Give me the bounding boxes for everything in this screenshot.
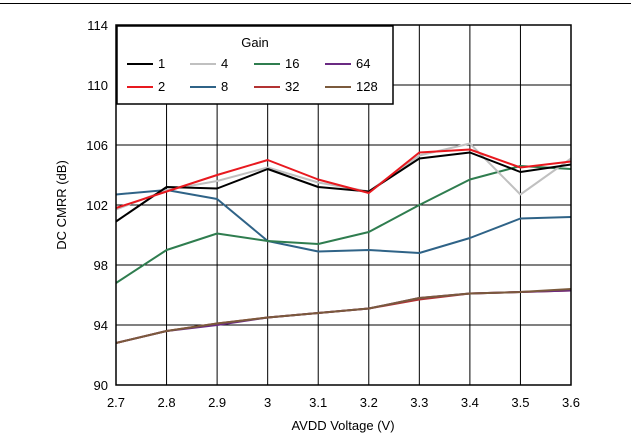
series-lines xyxy=(115,142,572,344)
series-line-gain-32 xyxy=(115,289,572,344)
x-tick-label: 3.2 xyxy=(360,395,378,410)
y-tick-label: 98 xyxy=(94,258,108,273)
legend-label-gain-8: 8 xyxy=(221,79,228,94)
x-tick-label: 3.6 xyxy=(562,395,580,410)
series-line-gain-128 xyxy=(115,288,572,344)
legend-label-gain-32: 32 xyxy=(285,79,299,94)
y-tick-label: 94 xyxy=(94,318,108,333)
series-line-gain-1 xyxy=(115,151,572,223)
y-tick-label: 90 xyxy=(94,378,108,393)
legend-label-gain-4: 4 xyxy=(221,56,228,71)
legend-label-gain-1: 1 xyxy=(158,56,165,71)
legend: Gain 1 4 16 64 2 8 32 128 xyxy=(116,25,394,105)
x-tick-labels: 2.7 2.8 2.9 3 3.1 3.2 3.3 3.4 3.5 3.6 xyxy=(107,395,580,410)
series-line-gain-2 xyxy=(115,148,572,209)
legend-label-gain-64: 64 xyxy=(356,56,370,71)
y-tick-label: 102 xyxy=(86,198,108,213)
y-axis-label: DC CMRR (dB) xyxy=(54,160,69,250)
x-tick-label: 3.1 xyxy=(309,395,327,410)
legend-label-gain-16: 16 xyxy=(285,56,299,71)
legend-label-gain-128: 128 xyxy=(356,79,378,94)
x-tick-label: 3 xyxy=(264,395,271,410)
x-tick-label: 3.4 xyxy=(461,395,479,410)
y-tick-label: 106 xyxy=(86,138,108,153)
series-line-gain-64 xyxy=(115,289,572,344)
x-axis-label: AVDD Voltage (V) xyxy=(291,418,394,433)
x-tick-label: 2.9 xyxy=(208,395,226,410)
x-tick-label: 3.5 xyxy=(511,395,529,410)
y-tick-label: 114 xyxy=(87,18,108,33)
series-line-gain-8 xyxy=(115,189,572,254)
legend-title: Gain xyxy=(241,35,268,50)
x-tick-label: 3.3 xyxy=(410,395,428,410)
x-tick-label: 2.8 xyxy=(158,395,176,410)
plot-frame xyxy=(115,24,572,386)
y-tick-label: 110 xyxy=(87,78,108,93)
series-line-gain-4 xyxy=(115,142,572,211)
y-tick-labels: 90 94 98 102 106 110 114 xyxy=(86,18,108,393)
series-line-gain-16 xyxy=(115,165,572,284)
x-tick-label: 2.7 xyxy=(107,395,125,410)
legend-label-gain-2: 2 xyxy=(158,79,165,94)
